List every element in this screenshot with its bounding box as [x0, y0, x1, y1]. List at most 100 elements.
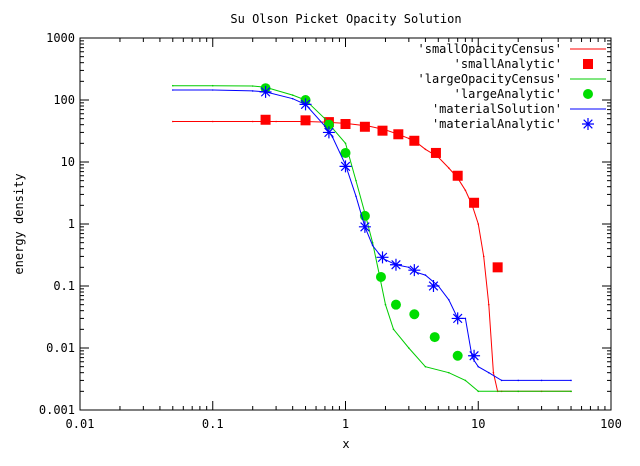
large-analytic-point [390, 299, 401, 310]
large-opacity-census-point [171, 84, 174, 87]
large-opacity-census-point [324, 117, 326, 120]
material-solution-point [447, 298, 450, 301]
large-opacity-census-point [464, 379, 467, 382]
small-opacity-census-point [171, 120, 174, 123]
large-opacity-census-point [211, 84, 214, 87]
material-solution-point [211, 89, 214, 91]
small-opacity-census-point [464, 189, 467, 192]
material-analytic-point [259, 85, 272, 98]
large-opacity-census-point [424, 365, 427, 368]
legend: 'smallOpacityCensus''smallAnalytic' 'larg… [418, 42, 606, 131]
small-analytic-point [393, 129, 404, 140]
large-opacity-census-point [371, 241, 374, 244]
small-opacity-census-point [482, 255, 485, 258]
material-analytic-point [427, 280, 440, 292]
material-analytic-point [358, 220, 371, 233]
material-solution-point [251, 90, 254, 92]
small-opacity-census-point [492, 371, 495, 374]
legend-label: 'smallAnalytic' [454, 57, 562, 71]
x-tick-label: 0.01 [66, 417, 95, 431]
y-tick-label: 1000 [46, 31, 75, 45]
large-opacity-census-point [355, 179, 357, 182]
large-opacity-census-point [251, 85, 254, 87]
large-analytic-point [452, 350, 463, 361]
small-analytic-point [359, 121, 370, 132]
small-analytic-point [452, 170, 463, 181]
material-analytic-point [299, 98, 312, 111]
small-opacity-census-point [487, 303, 490, 306]
small-opacity-census-point [477, 223, 480, 225]
material-solution-point [324, 125, 326, 127]
material-solution-point [171, 89, 174, 91]
small-analytic-point [260, 114, 271, 125]
large-opacity-census-point [477, 390, 480, 393]
legend-label: 'largeAnalytic' [454, 87, 562, 101]
legend-label: 'materialAnalytic' [432, 117, 562, 131]
material-analytic-point [339, 160, 352, 173]
plot-frame [79, 37, 612, 411]
large-opacity-census-point [570, 390, 572, 393]
chart-title: Su Olson Picket Opacity Solution [230, 12, 461, 26]
y-tick-label: 10 [61, 155, 75, 169]
legend-swatch [582, 118, 594, 130]
material-analytic-point [408, 264, 421, 277]
large-opacity-census-line [172, 85, 571, 392]
small-opacity-census-point [447, 167, 450, 169]
material-solution-line [172, 89, 571, 381]
y-axis-label: energy density [12, 173, 26, 274]
small-opacity-census-line [172, 121, 571, 392]
material-analytic-point [451, 312, 464, 325]
y-tick-label: 100 [53, 93, 75, 107]
material-analytic-point [322, 126, 335, 139]
small-analytic-point [409, 135, 420, 146]
small-opacity-census-point [424, 148, 427, 151]
small-opacity-census-point [211, 120, 214, 123]
large-analytic-point [409, 309, 420, 320]
material-solution-point [517, 379, 520, 382]
material-solution-point [291, 97, 294, 100]
large-analytic-point [340, 147, 351, 158]
material-solution-point [424, 274, 427, 276]
small-analytic-point [300, 115, 311, 126]
small-analytic-point [430, 147, 441, 158]
small-analytic-point [492, 262, 503, 273]
material-solution-point [371, 244, 374, 247]
small-opacity-census-point [275, 120, 277, 123]
large-opacity-census-point [447, 371, 450, 374]
material-solution-point [540, 379, 543, 382]
large-opacity-census-point [344, 142, 347, 145]
large-opacity-census-point [291, 94, 294, 96]
material-solution-point [408, 266, 410, 269]
large-analytic-point [323, 119, 334, 130]
small-analytic-point [340, 119, 351, 130]
material-analytic-point [376, 251, 389, 264]
y-tick-label: 0.1 [53, 279, 75, 293]
x-tick-label: 0.1 [202, 417, 224, 431]
legend-swatch [583, 89, 593, 99]
y-tick-label: 0.01 [46, 341, 75, 355]
small-analytic-point [469, 197, 480, 208]
large-opacity-census-point [392, 328, 395, 331]
large-analytic-point [429, 332, 440, 343]
x-axis-label: x [342, 437, 349, 451]
large-opacity-census-point [517, 390, 520, 393]
material-solution-point [487, 371, 490, 374]
y-tick-label: 1 [68, 217, 75, 231]
y-tick-label: 0.001 [39, 403, 75, 417]
material-solution-point [500, 379, 503, 382]
small-analytic-point [377, 125, 388, 136]
x-tick-label: 1 [342, 417, 349, 431]
x-tick-label: 10 [471, 417, 485, 431]
legend-label: 'smallOpacityCensus' [418, 42, 563, 56]
small-opacity-census-point [408, 137, 410, 140]
series-layer [171, 83, 572, 393]
material-analytic-point [389, 258, 402, 271]
material-solution-point [355, 195, 357, 198]
x-tick-label: 100 [600, 417, 622, 431]
material-solution-point [477, 365, 480, 368]
legend-swatch [583, 59, 593, 69]
legend-label: 'materialSolution' [432, 102, 562, 116]
material-solution-point [570, 379, 572, 382]
